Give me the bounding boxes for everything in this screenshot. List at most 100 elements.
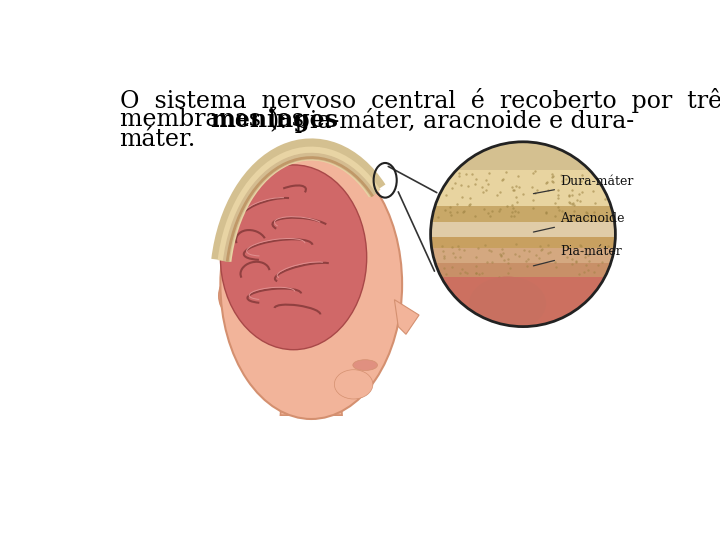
Point (588, 208, 600, 217)
Point (563, 191, 575, 200)
Point (553, 202, 564, 211)
Point (433, 212, 444, 221)
Point (564, 198, 575, 206)
Bar (427, 134, 627, 188)
Point (590, 199, 601, 208)
Point (582, 251, 594, 260)
Point (561, 175, 572, 184)
Point (549, 257, 561, 266)
Point (540, 208, 552, 217)
Ellipse shape (353, 360, 377, 370)
Point (549, 212, 561, 220)
Point (504, 263, 516, 272)
Point (472, 244, 484, 253)
Text: ): pia-máter, aracnoide e dura-: ): pia-máter, aracnoide e dura- (271, 108, 634, 133)
Point (552, 186, 564, 195)
Point (580, 253, 591, 261)
Point (482, 208, 494, 217)
Polygon shape (395, 300, 419, 334)
Point (582, 266, 594, 275)
Point (454, 253, 466, 261)
Point (484, 211, 495, 220)
Point (469, 212, 480, 220)
Bar (427, 264, 627, 300)
Point (481, 258, 492, 266)
Point (564, 198, 576, 207)
Point (571, 258, 582, 267)
Point (460, 170, 472, 179)
Ellipse shape (220, 165, 366, 350)
Point (573, 270, 585, 279)
Polygon shape (281, 369, 342, 415)
Point (470, 262, 482, 271)
Bar (427, 222, 627, 244)
Point (445, 202, 456, 211)
Point (501, 202, 513, 211)
Point (438, 254, 450, 262)
Point (584, 256, 595, 265)
Point (462, 182, 474, 191)
Point (487, 258, 498, 266)
Point (523, 247, 535, 255)
Point (459, 267, 471, 276)
Point (439, 206, 451, 214)
Point (527, 204, 539, 213)
Point (476, 183, 487, 191)
Point (567, 200, 578, 208)
Point (542, 248, 554, 257)
Bar (427, 248, 627, 276)
Point (580, 207, 591, 216)
Point (506, 183, 518, 192)
Point (544, 248, 556, 256)
Point (508, 212, 520, 220)
Point (592, 246, 603, 255)
Point (495, 252, 506, 260)
Point (520, 256, 531, 265)
Point (534, 254, 545, 262)
Point (593, 261, 604, 269)
Point (502, 255, 513, 264)
Point (449, 253, 461, 262)
Point (494, 273, 505, 281)
Ellipse shape (219, 281, 234, 310)
Point (470, 174, 482, 183)
Point (556, 177, 567, 185)
Point (454, 244, 465, 253)
Point (536, 246, 547, 254)
Point (578, 268, 590, 276)
Point (438, 264, 449, 273)
Point (575, 177, 587, 185)
Point (457, 207, 469, 216)
Point (454, 169, 465, 178)
Point (492, 207, 504, 215)
Point (503, 269, 514, 278)
Point (500, 168, 512, 177)
Ellipse shape (469, 276, 546, 330)
Point (456, 181, 467, 190)
Point (498, 255, 510, 264)
Point (599, 194, 611, 203)
Point (529, 167, 541, 176)
Point (580, 176, 592, 185)
Point (588, 268, 600, 276)
Point (547, 178, 559, 186)
Point (498, 174, 509, 183)
Point (518, 246, 530, 254)
Point (454, 268, 466, 277)
Point (438, 252, 450, 261)
Point (456, 193, 467, 201)
Point (510, 193, 521, 201)
Point (510, 240, 522, 248)
Text: máter.: máter. (120, 128, 196, 151)
Point (492, 190, 503, 199)
Point (441, 270, 452, 279)
Point (518, 190, 529, 198)
Bar (427, 237, 627, 256)
Point (503, 259, 514, 267)
Point (576, 171, 588, 179)
Point (481, 185, 492, 194)
Point (602, 241, 613, 250)
Bar (427, 170, 627, 219)
Text: Pia-máter: Pia-máter (534, 245, 621, 266)
Point (528, 189, 540, 198)
